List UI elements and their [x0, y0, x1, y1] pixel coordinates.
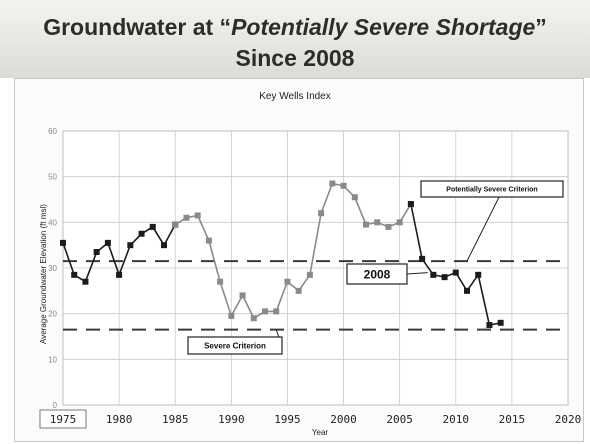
title-banner: Groundwater at “Potentially Severe Short… — [0, 0, 590, 78]
data-point — [452, 269, 459, 276]
data-point — [228, 312, 235, 319]
data-point — [82, 278, 89, 285]
x-tick-label: 2010 — [443, 413, 470, 426]
data-point — [430, 271, 437, 278]
data-point — [104, 239, 111, 246]
x-tick-label: 2005 — [386, 413, 413, 426]
data-point — [396, 219, 403, 226]
data-point — [441, 274, 448, 281]
slide-title-suffix: ” — [535, 14, 547, 40]
annotation-label: 2008 — [364, 267, 391, 281]
data-point — [284, 278, 291, 285]
y-tick-label: 0 — [53, 401, 58, 410]
data-point — [71, 271, 78, 278]
data-point — [419, 255, 426, 262]
annotation-label: Potentially Severe Criterion — [446, 187, 537, 194]
y-tick-label: 60 — [48, 127, 57, 136]
annotation-leader — [466, 196, 500, 262]
data-point — [116, 271, 123, 278]
annotation-box — [420, 180, 564, 198]
slide-title-prefix: Groundwater at “ — [43, 14, 232, 40]
data-point — [374, 219, 381, 226]
y-tick-label: 20 — [48, 310, 57, 319]
chart-title: Key Wells Index — [259, 91, 331, 102]
data-point — [250, 315, 257, 322]
x-tick-label: 1990 — [218, 413, 245, 426]
data-point — [385, 223, 392, 230]
x-tick-label: 2015 — [499, 413, 526, 426]
y-tick-label: 30 — [48, 264, 57, 273]
data-point — [239, 292, 246, 299]
x-tick-label-box — [39, 409, 87, 429]
x-tick-label: 2020 — [555, 413, 582, 426]
data-point — [93, 249, 100, 256]
x-tick-label: 1980 — [106, 413, 133, 426]
data-point — [497, 319, 504, 326]
data-point — [183, 214, 190, 221]
data-point — [217, 278, 224, 285]
slide-title: Groundwater at “Potentially Severe Short… — [0, 14, 590, 41]
data-point — [351, 194, 358, 201]
annotation-leader — [406, 272, 428, 275]
annotation-label: Severe Criterion — [204, 341, 266, 350]
x-tick-label: 1985 — [162, 413, 189, 426]
data-point — [172, 221, 179, 228]
annotation-box — [346, 263, 408, 285]
slide-title-emphasis: Potentially Severe Shortage — [231, 14, 536, 40]
data-point — [363, 221, 369, 228]
data-point — [149, 223, 156, 230]
data-point — [127, 242, 134, 249]
y-axis-label: Average Groundwater Elevation (ft msl) — [39, 204, 48, 344]
slide-subtitle: Since 2008 — [235, 45, 355, 71]
y-tick-label: 10 — [48, 355, 57, 364]
x-tick-label: 1995 — [274, 413, 301, 426]
chart-panel: Key Wells Index 0 10 20 30 40 50 60 1975 1980 198… — [14, 78, 584, 442]
x-tick-label: 1975 — [50, 413, 77, 426]
x-axis-label: Year — [312, 428, 329, 437]
data-point — [486, 322, 493, 329]
data-point — [273, 308, 280, 315]
data-point — [161, 242, 167, 249]
data-point — [475, 271, 482, 278]
data-point — [295, 287, 302, 294]
annotation-box — [187, 336, 283, 355]
series-line — [174, 182, 412, 320]
data-point — [205, 237, 212, 244]
key-wells-chart: Key Wells Index 0 10 20 30 40 50 60 1975 1980 198… — [39, 91, 582, 437]
data-point — [138, 230, 145, 237]
data-point — [306, 271, 313, 278]
x-tick-label: 2000 — [330, 413, 357, 426]
data-point — [340, 182, 347, 189]
data-point — [194, 212, 201, 219]
data-point — [464, 287, 470, 294]
data-point — [60, 239, 66, 246]
data-point — [329, 180, 336, 187]
y-tick-label: 50 — [48, 173, 57, 182]
data-point — [262, 308, 268, 315]
data-point — [318, 210, 325, 217]
y-tick-label: 40 — [48, 218, 57, 227]
data-point — [407, 201, 414, 208]
